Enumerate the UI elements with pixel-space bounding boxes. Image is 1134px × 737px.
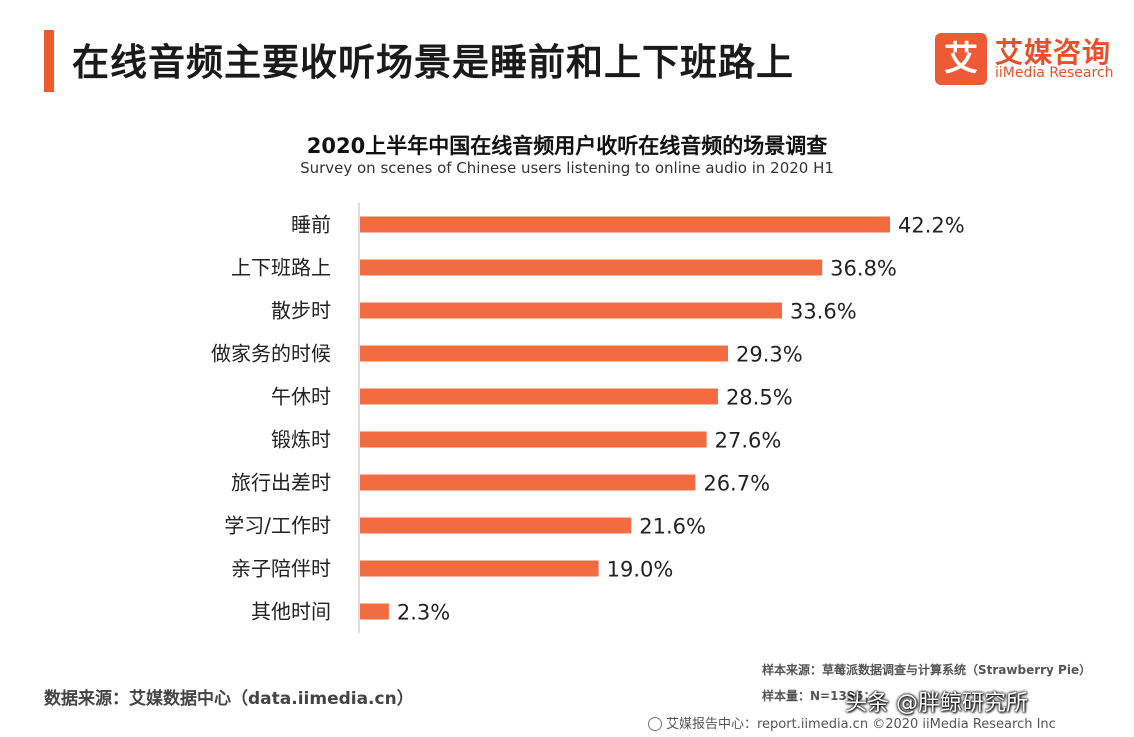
logo-english-name: iiMedia Research [995, 65, 1114, 81]
chart-title: 2020上半年中国在线音频用户收听在线音频的场景调查 [306, 134, 828, 158]
value-label: 26.7% [703, 472, 770, 496]
category-label: 做家务的时候 [211, 342, 331, 366]
value-label: 19.0% [607, 558, 674, 582]
bar [360, 603, 389, 620]
data-source: 数据来源：艾媒数据中心（data.iimedia.cn） [44, 689, 414, 709]
value-label: 21.6% [639, 515, 706, 539]
value-label: 2.3% [397, 601, 450, 625]
value-label: 28.5% [726, 386, 793, 410]
bar [360, 431, 707, 448]
bar [360, 474, 696, 491]
category-label: 午休时 [271, 385, 331, 409]
logo-glyph: 艾 [944, 39, 978, 79]
sample-size: 样本量：N=1395； [762, 689, 876, 703]
watermark: 头条 @胖鲸研究所 [845, 691, 1028, 716]
bar [360, 517, 632, 534]
brand-logo: 艾 艾媒咨询 iiMedia Research [935, 33, 1120, 89]
category-label: 亲子陪伴时 [231, 557, 331, 581]
page-title: 在线音频主要收听场景是睡前和上下班路上 [72, 41, 794, 84]
category-label: 睡前 [291, 213, 331, 237]
chart-subtitle: Survey on scenes of Chinese users listen… [300, 159, 834, 177]
logo-chinese-name: 艾媒咨询 [995, 36, 1112, 69]
sample-source: 样本来源：草莓派数据调查与计算系统（Strawberry Pie） [762, 663, 1092, 677]
category-label: 锻炼时 [271, 428, 331, 452]
bar [360, 216, 890, 233]
logo-mark-icon: 艾 [935, 33, 987, 85]
report-center-text: 艾媒报告中心：report.iimedia.cn ©2020 iiMedia R… [666, 717, 1056, 732]
value-label: 27.6% [715, 429, 782, 453]
value-label: 42.2% [898, 214, 965, 238]
category-label: 其他时间 [251, 600, 331, 624]
bar [360, 560, 599, 577]
value-label: 29.3% [736, 343, 803, 367]
report-center: 艾媒报告中心：report.iimedia.cn ©2020 iiMedia R… [648, 713, 1056, 732]
category-label: 学习/工作时 [224, 514, 331, 538]
category-label: 上下班路上 [231, 256, 331, 280]
bar [360, 388, 718, 405]
category-label: 散步时 [271, 299, 331, 323]
title-accent-bar [44, 30, 54, 92]
bar [360, 259, 823, 276]
value-label: 36.8% [830, 257, 897, 281]
value-label: 33.6% [790, 300, 857, 324]
bar [360, 302, 782, 319]
category-label: 旅行出差时 [231, 471, 331, 495]
globe-icon [648, 717, 662, 731]
bar [360, 345, 728, 362]
